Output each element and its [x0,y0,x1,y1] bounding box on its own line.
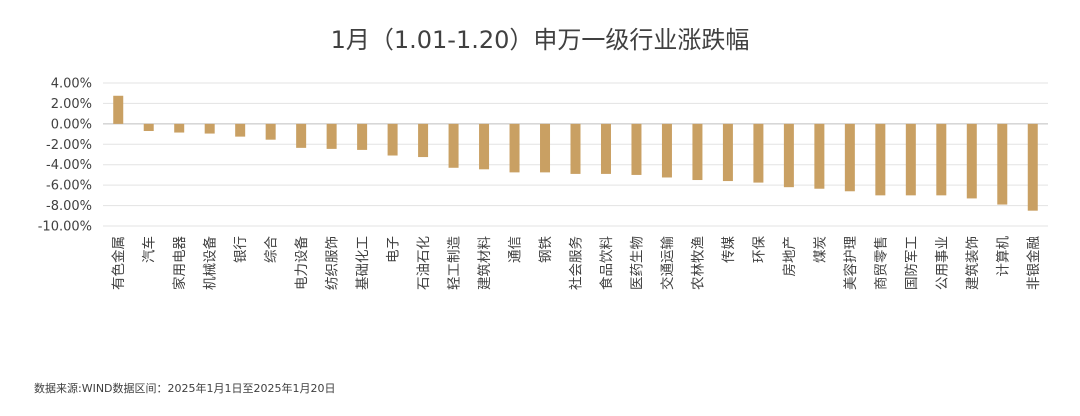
x-tick-label: 基础化工 [354,236,371,290]
y-tick-label: 4.00% [51,77,92,92]
bar [509,123,520,173]
y-tick-label: -2.00% [46,138,92,153]
bar [997,123,1008,205]
x-tick-label: 房地产 [782,236,798,277]
y-tick-label: -6.00% [46,179,92,194]
bar [479,123,490,170]
x-tick-label: 银行 [233,236,249,263]
bar [265,123,276,140]
bar [814,123,825,189]
x-tick-label: 商贸零售 [873,236,889,290]
x-tick-label: 电子 [386,236,402,263]
x-tick-label: 纺织服饰 [325,236,341,290]
x-tick-label: 交通运输 [659,236,676,290]
y-tick-label: 2.00% [51,97,92,112]
y-axis-ticks: 4.00% 2.00% 0.00% -2.00% -4.00% -6.00% -8.00% -… [38,77,92,235]
y-tick-label: -10.00% [38,220,92,235]
bar [936,123,947,196]
bar [875,123,886,196]
bar [966,123,977,199]
x-tick-label: 钢铁 [538,236,554,263]
bar [905,123,916,196]
x-tick-label: 通信 [508,236,524,263]
bar [357,123,368,150]
x-tick-label: 美容护理 [842,236,859,290]
bar [722,123,733,182]
bar [418,123,429,158]
bar [600,123,611,174]
bar [783,123,794,188]
bar [631,123,642,175]
bar [570,123,581,174]
chart-title: 1月（1.01-1.20）申万一级行业涨跌幅 [331,26,750,54]
y-tick-label: 0.00% [51,117,92,132]
x-tick-label: 综合 [264,236,280,263]
x-tick-label: 食品饮料 [598,236,615,290]
bar [235,123,246,137]
x-tick-label: 传媒 [721,236,737,263]
x-tick-label: 公用事业 [934,236,950,290]
source-note: 数据来源:WIND数据区间：2025年1月1日至2025年1月20日 [34,382,336,395]
x-tick-label: 计算机 [995,236,1011,277]
x-tick-label: 建筑材料 [477,236,493,290]
x-tick-label: 机械设备 [202,236,219,290]
x-tick-label: 环保 [751,236,767,263]
x-tick-label: 石油石化 [416,236,432,290]
x-tick-label: 非银金融 [1026,236,1042,290]
bar [448,123,459,168]
bar [143,123,154,132]
y-tick-label: -4.00% [46,158,92,173]
x-tick-label: 汽车 [141,236,158,263]
bar [326,123,337,149]
bar [540,123,551,173]
bar [113,95,124,124]
bar [387,123,398,156]
x-tick-label: 有色金属 [110,236,127,290]
y-tick-label: -8.00% [46,199,92,214]
x-tick-label: 农林牧渔 [690,236,706,290]
x-tick-label: 家用电器 [171,236,188,290]
x-tick-label: 国防军工 [904,236,920,290]
x-tick-label: 轻工制造 [447,236,463,290]
bar [296,123,307,148]
x-tick-label: 社会服务 [569,236,585,290]
bar [844,123,855,192]
bars [113,95,1038,211]
bar [692,123,703,181]
bar [174,123,185,133]
bar [753,123,764,183]
x-tick-label: 电力设备 [293,236,310,290]
x-tick-label: 建筑装饰 [965,236,981,290]
bar [204,123,215,134]
x-tick-label: 医药生物 [629,236,645,290]
x-axis-labels: 有色金属 汽车 家用电器 机械设备 银行 综合 电力设备 纺织服饰 基础化工 电子 石油石化 轻工制造… [110,236,1042,290]
x-tick-label: 煤炭 [812,236,828,263]
bar [661,123,672,178]
bar [1027,123,1038,211]
